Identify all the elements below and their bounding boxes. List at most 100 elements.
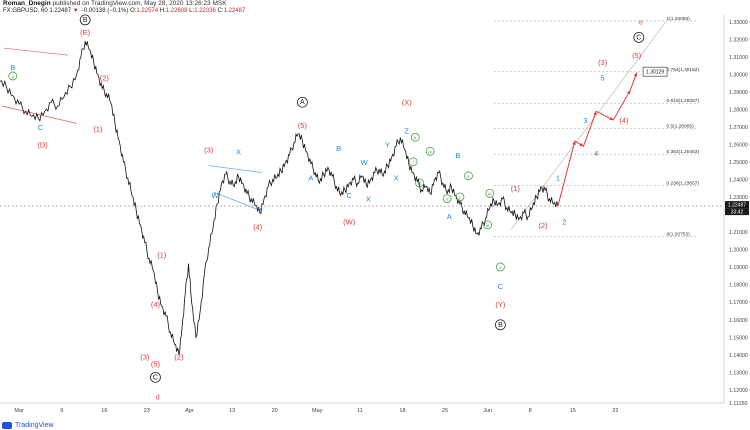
y-tick-label: 1.18000 [729, 283, 748, 289]
channel-line [2, 105, 77, 124]
wave-label: d [155, 393, 159, 402]
close-label: C: [217, 8, 224, 14]
wave-label: i [459, 195, 460, 201]
wave-label: i [413, 160, 414, 166]
countdown-label: 33:42 [731, 210, 744, 216]
fib-level-label: 0.236(1.23657) [667, 181, 700, 187]
y-tick-label: 1.21000 [729, 230, 748, 236]
wave-label-circle [442, 194, 452, 204]
y-tick-label: 1.26000 [729, 143, 748, 149]
wave-label-circle [455, 192, 465, 202]
wave-label: (4) [619, 116, 629, 125]
footer-brand[interactable]: TradingView [2, 422, 54, 429]
wave-label: C [498, 282, 504, 291]
y-axis-ticks: 1.33000 1.32000 1.31000 1.30000 1.29000 1.280… [729, 20, 748, 407]
channel-line [212, 191, 263, 212]
wave-label-circle [483, 220, 493, 230]
wave-label: (1) [511, 184, 521, 193]
y-tick-label: 1.17000 [729, 300, 748, 306]
projection-arrowhead [572, 141, 576, 145]
wave-label: W [212, 191, 220, 200]
wave-label: B [455, 151, 460, 160]
wave-label-circle [408, 157, 418, 167]
wave-label: 5 [601, 74, 605, 83]
high-value: 1.22608 [165, 8, 188, 14]
wave-label: Z [404, 126, 409, 135]
wave-label: B [498, 322, 503, 329]
x-tick-label: Mar [14, 408, 24, 414]
y-tick-label: 1.16000 [729, 318, 748, 324]
x-tick-label: 23 [144, 408, 150, 414]
projection-path [557, 72, 638, 207]
wave-label: C [153, 374, 158, 381]
change-arrow: ▼ [72, 8, 79, 14]
low-value: 1.22336 [194, 8, 216, 14]
fib-level-label: 0.382(1.25453) [667, 149, 700, 155]
symbol-ohlc-line: FX:GBPUSD, 60 1.22487 ▼ −0.00138 (−0.1%)… [3, 8, 245, 14]
open-label: O: [130, 8, 137, 14]
wave-label: Y [385, 140, 390, 149]
fib-trend-line [510, 20, 667, 230]
wave-label: (1) [157, 251, 167, 260]
wave-annotations: ByC(D)B(E)(2)(1)(1)(4)(3)(5)(2)Cd(3) XWY(… [8, 14, 645, 402]
low-label: L: [189, 8, 195, 14]
fib-level-label: 1(1.33058) [667, 16, 691, 22]
footer-brand-text: TradingView [15, 422, 54, 429]
y-tick-label: 1.20000 [729, 248, 748, 254]
wave-label: 1 [556, 174, 560, 183]
wave-label: Y [257, 205, 262, 214]
projection-arrowhead [627, 90, 631, 95]
y-tick-label: 1.13000 [729, 370, 748, 376]
channel-line [208, 165, 262, 173]
wave-label: (5) [632, 51, 642, 60]
published-text: published on TradingView.com, May 28, 20… [52, 0, 227, 7]
tradingview-logo-icon [2, 422, 12, 429]
wave-label: (X) [402, 98, 413, 107]
close-value: 1.22487 [223, 8, 246, 14]
x-tick-label: 25 [442, 408, 448, 414]
author-name: Roman_Dnegin [3, 0, 51, 7]
y-tick-label: 1.27000 [729, 125, 748, 131]
target-box-label: 1.30129 [646, 70, 664, 76]
wave-label: (3) [598, 58, 608, 67]
target-box [642, 66, 668, 77]
wave-label: iii [486, 223, 489, 229]
wave-label-circle [495, 319, 506, 331]
y-tick-label: 1.28000 [729, 107, 748, 113]
x-tick-label: 9 [60, 408, 63, 414]
wave-label: e [639, 18, 643, 27]
wave-label: (5) [298, 121, 308, 130]
x-tick-label: 13 [229, 408, 235, 414]
wave-label-circle [633, 32, 645, 43]
y-tick-label: 1.15000 [729, 335, 748, 341]
wave-label: B [336, 144, 341, 153]
wave-label-circle [464, 171, 473, 181]
fib-level-label: 0.5(1.26905) [667, 124, 695, 130]
wave-label: X [394, 174, 399, 183]
y-tick-label: 1.24000 [729, 178, 748, 184]
y-tick-label: 1.25000 [729, 160, 748, 166]
wave-label: y [12, 75, 15, 80]
wave-label: (5) [151, 359, 161, 368]
x-tick-label: 18 [399, 408, 405, 414]
wave-label-circle [8, 71, 18, 81]
open-value: 1.22574 [136, 8, 159, 14]
wave-label: (1) [93, 125, 103, 134]
projection-arrowhead [633, 72, 638, 77]
wave-label: (3) [204, 146, 214, 155]
y-tick-label: 1.14000 [729, 353, 748, 359]
wave-label-circle [410, 132, 420, 142]
wave-label: (2) [538, 221, 548, 230]
high-label: H: [159, 8, 166, 14]
wave-label-circle [415, 178, 424, 188]
y-tick-label: 1.30000 [729, 72, 748, 78]
change: −0.00138 (−0.1%) [80, 8, 129, 14]
wave-label: v [499, 266, 502, 271]
wave-label: B [10, 63, 15, 72]
chart-author-line: Roman_Dnegin published on TradingView.co… [3, 0, 227, 7]
wave-label: X [236, 147, 241, 156]
wave-label: ii [414, 135, 416, 141]
wave-label: ii [467, 174, 469, 180]
